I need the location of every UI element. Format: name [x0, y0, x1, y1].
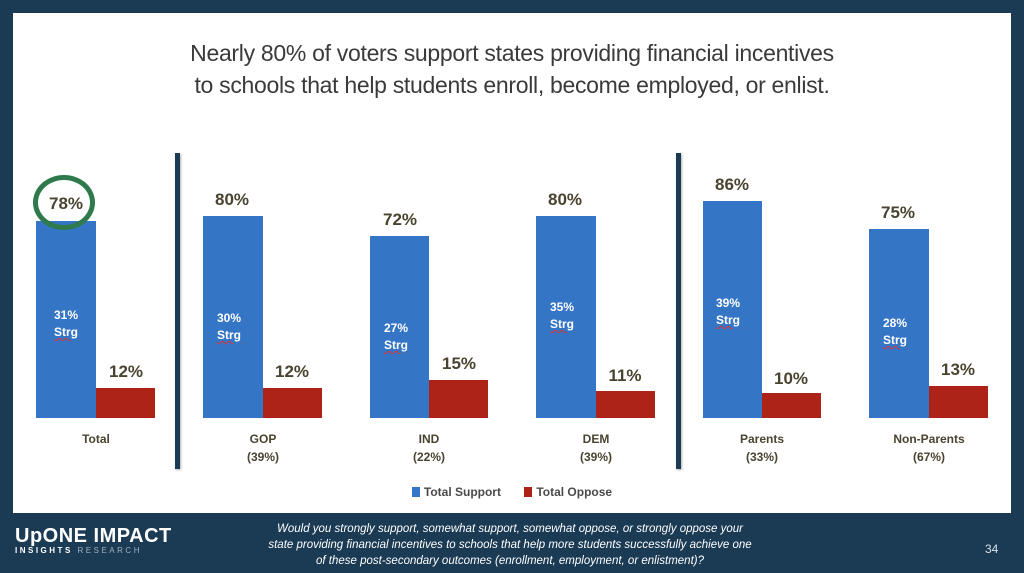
oppose-bar: [429, 380, 488, 418]
oppose-bar: [96, 388, 155, 418]
slide-title: Nearly 80% of voters support states prov…: [0, 37, 1024, 101]
category-label: GOP (39%): [246, 432, 279, 464]
oppose-value: 15%: [441, 354, 477, 373]
highlight-circle: [33, 175, 95, 230]
support-bar: [536, 216, 596, 418]
oppose-bar: [596, 391, 655, 418]
support-value: 72%: [382, 210, 418, 229]
group-divider-party: [175, 153, 180, 469]
oppose-bar: [929, 386, 988, 418]
support-bar: [370, 236, 429, 418]
legend-item-oppose: Total Oppose: [524, 485, 612, 499]
oppose-bar: [263, 388, 322, 418]
title-line-1: Nearly 80% of voters support states prov…: [190, 40, 834, 66]
oppose-value: 12%: [274, 362, 310, 381]
strong-support-label: 28% Strg: [882, 316, 908, 347]
support-value: 86%: [714, 175, 750, 194]
oppose-value: 10%: [773, 369, 809, 388]
support-value: 80%: [214, 190, 250, 209]
legend-swatch-oppose: [524, 487, 533, 497]
support-value: 75%: [880, 203, 916, 222]
strong-support-label: 39% Strg: [715, 296, 741, 327]
category-label: Total: [82, 432, 110, 446]
strong-support-label: 27% Strg: [383, 321, 409, 352]
strong-support-label: 30% Strg: [216, 311, 242, 342]
support-bar: [203, 216, 263, 418]
category-label: DEM (39%): [579, 432, 612, 464]
oppose-bar: [762, 393, 821, 418]
chart-legend: Total Support Total Oppose: [0, 485, 1024, 499]
category-label: Parents (33%): [739, 432, 785, 464]
page-number: 34: [985, 542, 999, 556]
title-line-2: to schools that help students enroll, be…: [194, 72, 830, 98]
support-bar: [869, 229, 929, 418]
category-label: IND (22%): [412, 432, 445, 464]
company-logo: UpONE IMPACT INSIGHTS RESEARCH: [15, 525, 172, 555]
strong-support-label: 35% Strg: [549, 300, 575, 331]
legend-swatch-support: [411, 487, 420, 497]
survey-question: Would you strongly support, somewhat sup…: [268, 523, 752, 567]
support-bar: [703, 201, 762, 418]
strong-support-label: 31% Strg: [53, 308, 79, 339]
oppose-value: 13%: [940, 360, 976, 379]
legend-item-support: Total Support: [411, 485, 501, 499]
category-label: Non-Parents (67%): [893, 432, 965, 464]
support-bar: [36, 221, 96, 418]
support-value: 80%: [547, 190, 583, 209]
group-divider-parents: [676, 153, 681, 469]
oppose-value: 12%: [108, 362, 144, 381]
oppose-value: 11%: [608, 366, 642, 385]
